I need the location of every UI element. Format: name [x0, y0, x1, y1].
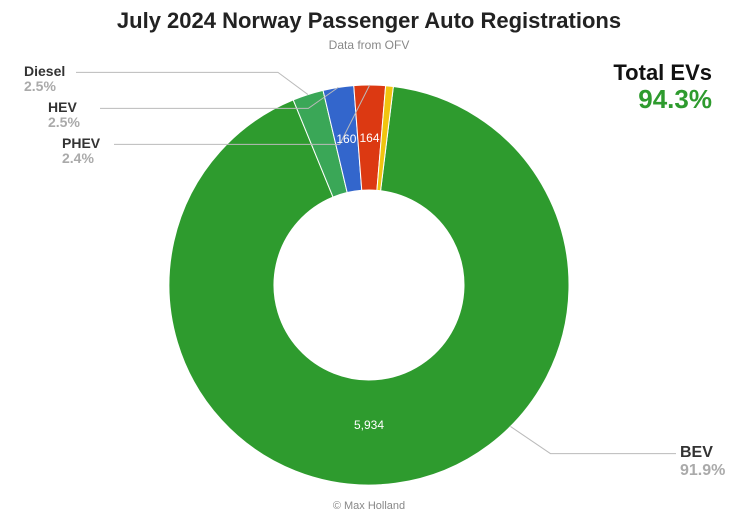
chart-subtitle: Data from OFV [0, 38, 738, 52]
label-diesel: Diesel2.5% [24, 64, 65, 95]
label-hev-name: HEV [48, 100, 80, 115]
label-diesel-name: Diesel [24, 64, 65, 79]
leader-line [76, 72, 308, 94]
label-bev-pct: 91.9% [680, 462, 725, 480]
data-label-hev: 160 [336, 132, 356, 146]
label-bev: BEV91.9% [680, 444, 725, 479]
chart-title: July 2024 Norway Passenger Auto Registra… [0, 8, 738, 34]
label-phev: PHEV2.4% [62, 136, 100, 167]
chart-container: { "title": { "text": "July 2024 Norway P… [0, 0, 738, 516]
chart-footer: © Max Holland [0, 500, 738, 512]
label-hev: HEV2.5% [48, 100, 80, 131]
label-diesel-pct: 2.5% [24, 79, 65, 94]
label-hev-pct: 2.5% [48, 115, 80, 130]
leader-line [510, 426, 676, 453]
data-label-bev: 5,934 [354, 418, 384, 432]
data-label-phev: 164 [359, 131, 379, 145]
label-phev-name: PHEV [62, 136, 100, 151]
total-evs-value: 94.3% [638, 84, 712, 115]
total-evs-label: Total EVs [613, 60, 712, 86]
label-phev-pct: 2.4% [62, 151, 100, 166]
label-bev-name: BEV [680, 444, 725, 462]
